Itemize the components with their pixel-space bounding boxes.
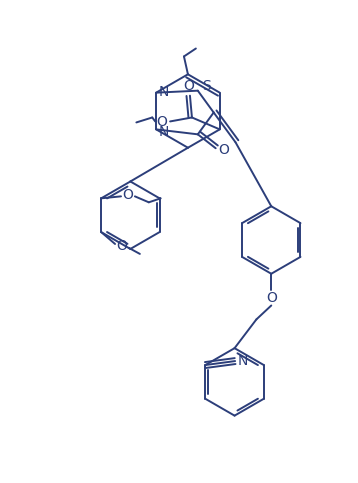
Text: O: O	[218, 143, 229, 157]
Text: N: N	[238, 354, 248, 368]
Text: S: S	[202, 79, 211, 93]
Text: N: N	[159, 126, 169, 140]
Text: O: O	[122, 188, 134, 202]
Text: O: O	[184, 79, 194, 93]
Text: O: O	[117, 239, 127, 253]
Text: O: O	[266, 291, 277, 305]
Text: N: N	[159, 85, 169, 99]
Text: O: O	[157, 115, 168, 129]
